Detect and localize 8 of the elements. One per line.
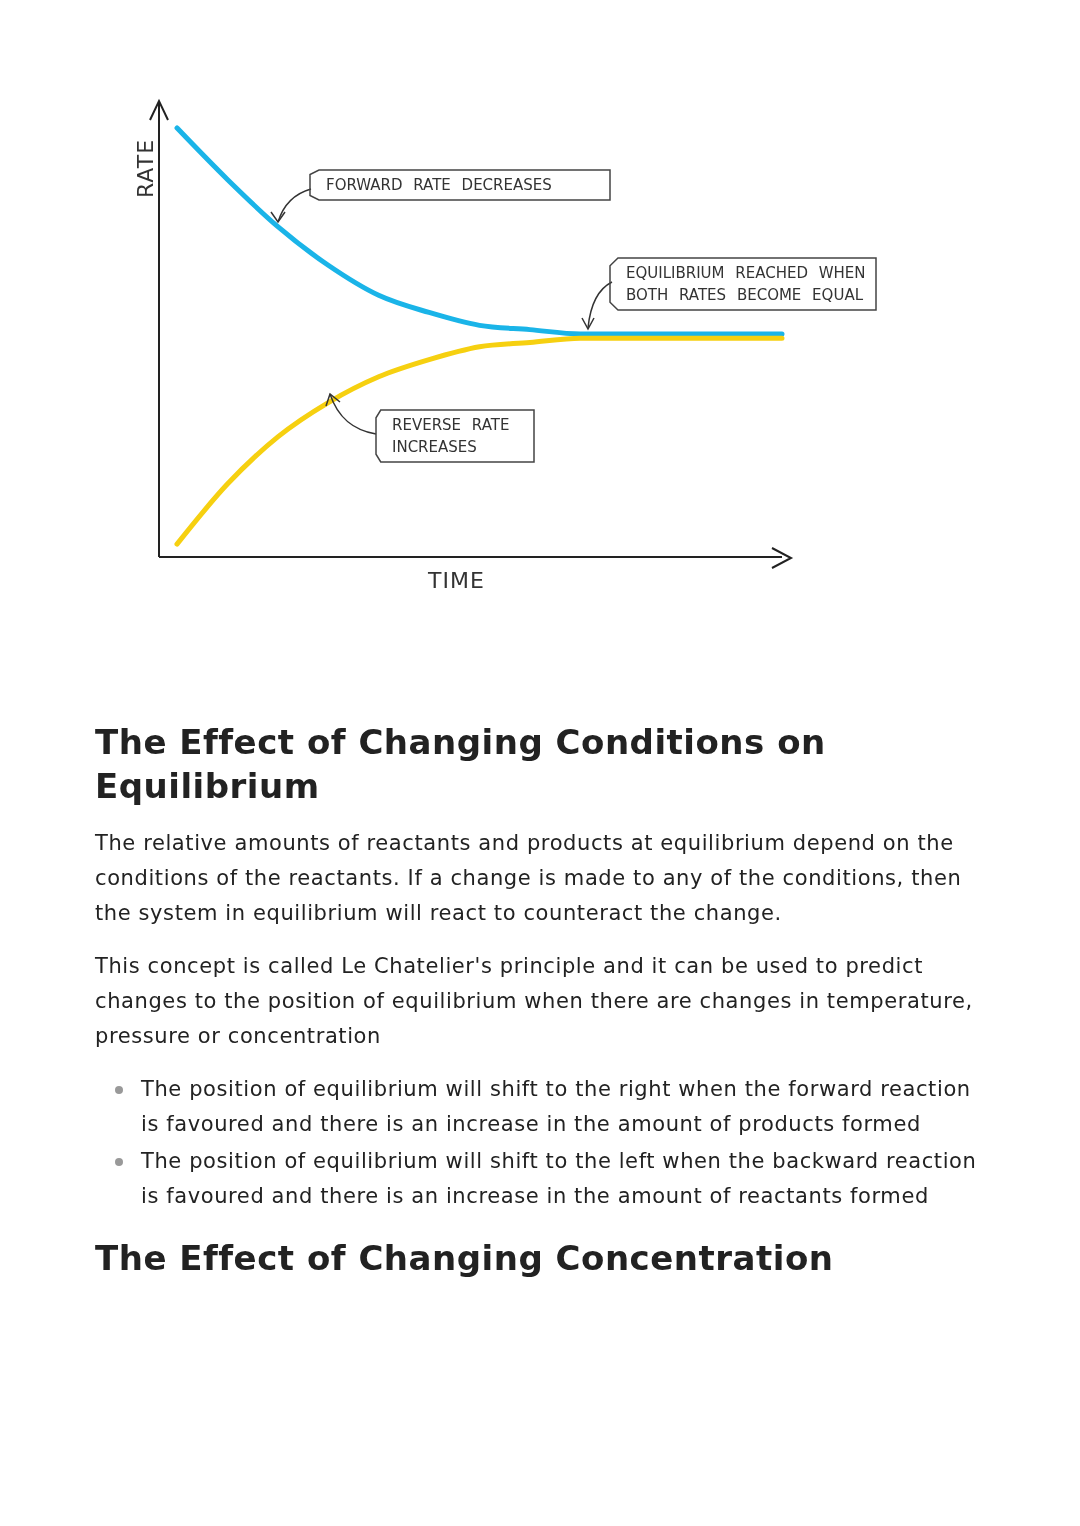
text: This concept is called Le Chatelier's principle and it can be used to predict changes to the position of equilibrium when there are changes in temperature, pressure or concentration xyxy=(95,953,974,1050)
text: The position of equilibrium will shift to the right when the forward reaction is favoured and there is an increase in the amount of products formed xyxy=(141,1076,972,1138)
x-axis-title: TIME xyxy=(428,568,485,593)
y-axis-title: RATE xyxy=(133,138,159,199)
text: The Effect of Changing Concentration xyxy=(95,1237,835,1280)
text: The relative amounts of reactants and products at equilibrium depend on the conditions of the reactants. If a change is made to any of the conditions, then the system in equilibrium will react to counteract the change. xyxy=(95,830,963,927)
text: The Effect of Changing Conditions on Equilibrium xyxy=(95,721,827,808)
text: The position of equilibrium will shift to the left when the backward reaction is favoured and there is an increase in the amount of reactants formed xyxy=(141,1148,978,1210)
